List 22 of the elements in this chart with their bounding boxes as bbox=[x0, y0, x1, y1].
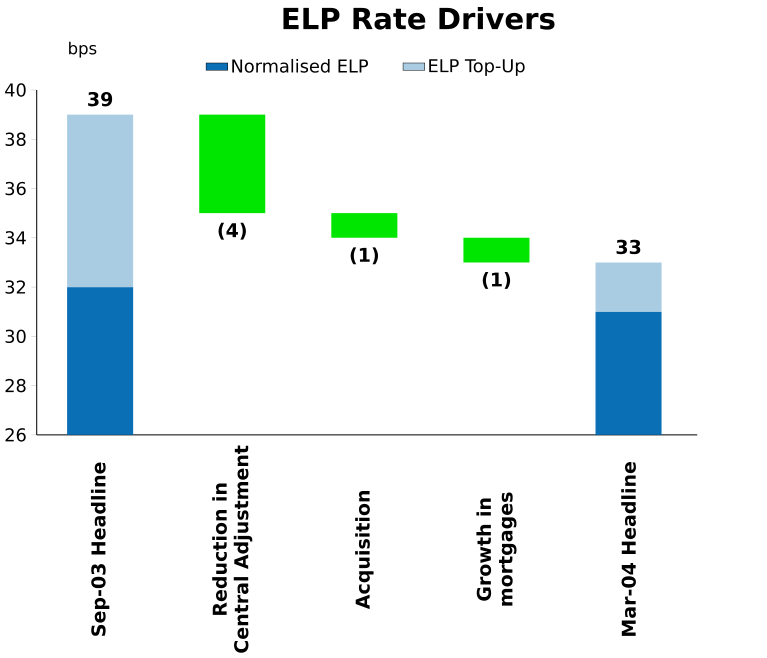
x-tick-label: Mar-04 Headline bbox=[621, 462, 636, 636]
data-label: (1) bbox=[482, 272, 510, 289]
x-tick-label: Reduction in Central Adjustment bbox=[212, 445, 252, 653]
data-label: (4) bbox=[218, 222, 246, 240]
x-tick-label: Growth in mortgages bbox=[476, 492, 516, 606]
legend-label: ELP Top-Up bbox=[429, 59, 525, 76]
y-tick-label: 32 bbox=[6, 280, 26, 294]
chart-title: ELP Rate Drivers bbox=[283, 6, 555, 30]
y-axis-title: bps bbox=[69, 42, 96, 58]
y-tick-label: 40 bbox=[5, 83, 26, 97]
y-tick-label: 36 bbox=[6, 182, 26, 196]
data-label: (1) bbox=[350, 247, 378, 264]
y-tick-label: 30 bbox=[6, 330, 26, 343]
total-label: 33 bbox=[616, 240, 640, 254]
y-tick-label: 28 bbox=[6, 378, 26, 392]
y-tick-label: 26 bbox=[6, 428, 26, 442]
y-tick-label: 34 bbox=[6, 230, 26, 244]
total-label: 39 bbox=[88, 92, 112, 106]
x-tick-label: Acquisition bbox=[355, 490, 374, 610]
x-tick-label: Sep-03 Headline bbox=[90, 462, 110, 636]
legend-label: Normalised ELP bbox=[232, 58, 368, 73]
y-tick-label: 38 bbox=[6, 132, 26, 146]
